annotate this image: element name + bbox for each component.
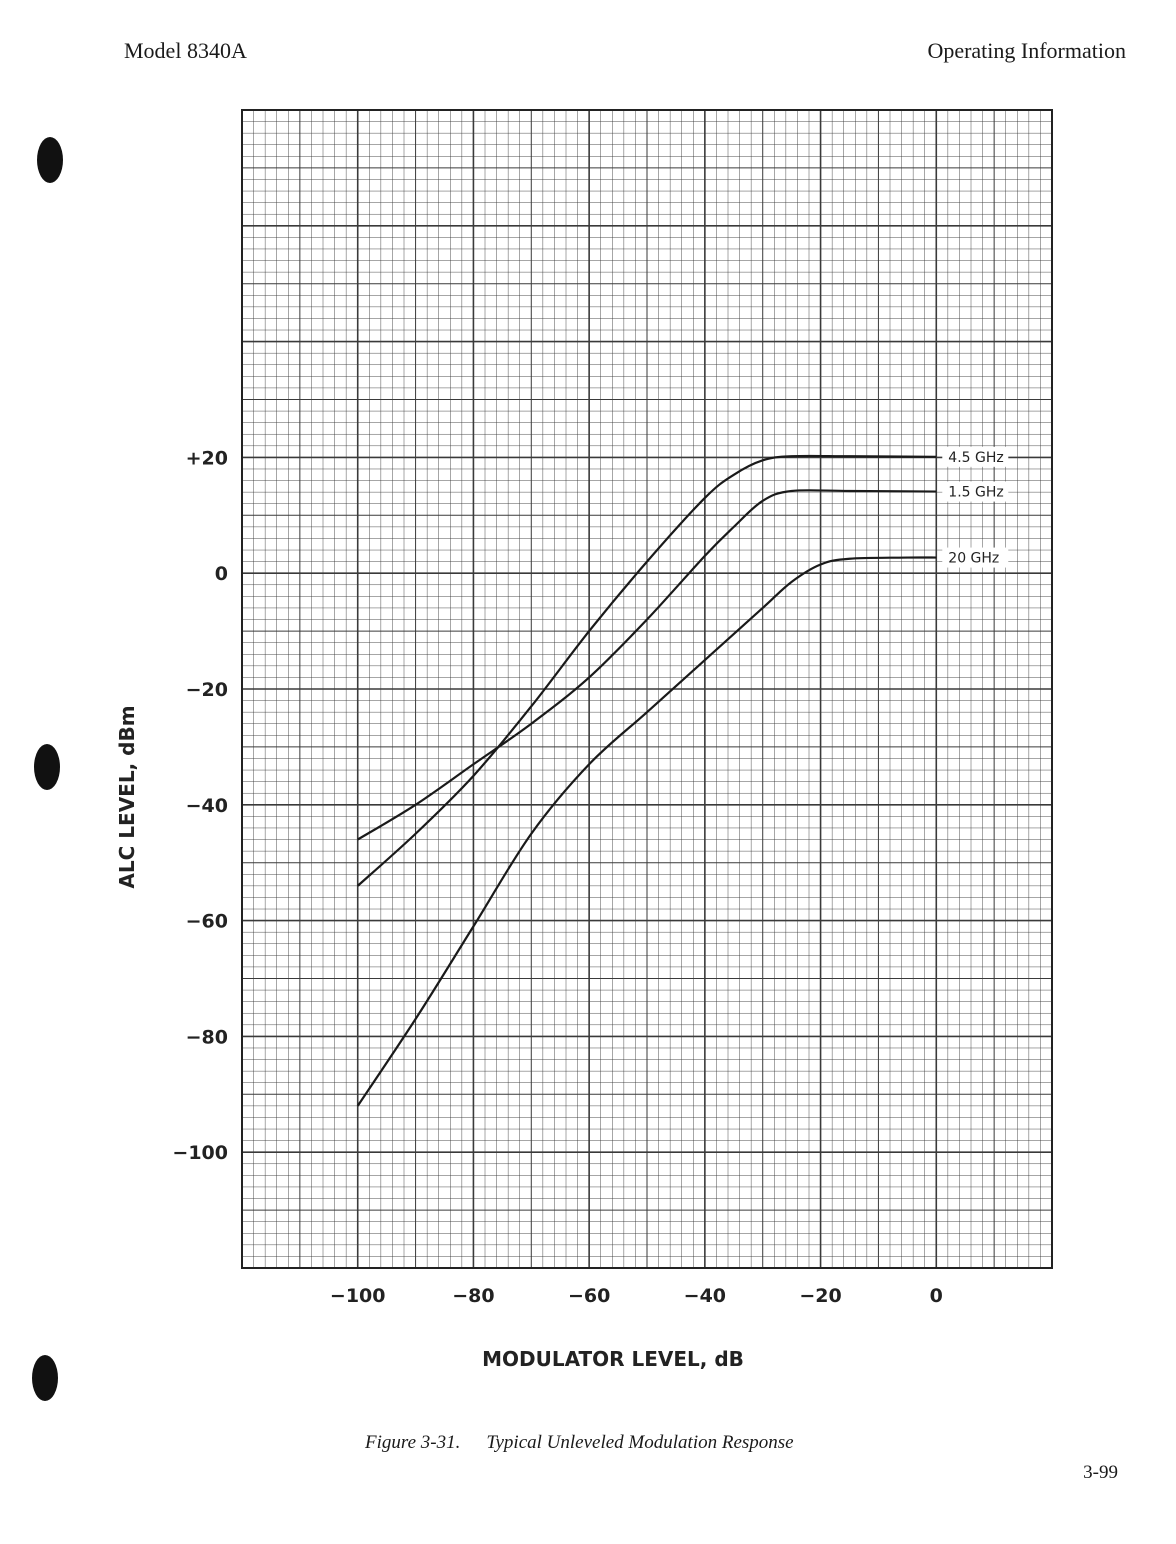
binder-hole-top (37, 137, 63, 183)
y-tick-label: 0 (215, 563, 228, 585)
x-tick-label: −60 (568, 1285, 610, 1307)
series-label-4-5-ghz: 4.5 GHz (948, 450, 1003, 466)
page-number: 3-99 (1083, 1462, 1118, 1483)
chart-series-lines (356, 454, 937, 1107)
series-label-bg (942, 481, 1009, 502)
x-tick-label: −80 (452, 1285, 494, 1307)
x-tick-label: −40 (684, 1285, 726, 1307)
chart-tick-labels: −100 −80 −60 −40 −20 0 +20 0 −20 −40 −60 −80 −100 (172, 447, 942, 1307)
series-label-1-5-ghz: 1.5 GHz (948, 485, 1003, 501)
x-axis-label: MODULATOR LEVEL, dB (482, 1347, 744, 1371)
chart-series-labels: 4.5 GHz 1.5 GHz 20 GHz (942, 446, 1009, 568)
series-line-4-5-ghz (356, 454, 937, 887)
y-tick-label: −40 (186, 795, 228, 817)
x-tick-label: −100 (330, 1285, 386, 1307)
binder-hole-bottom (32, 1355, 58, 1401)
y-tick-label: −100 (172, 1142, 228, 1164)
series-label-bg (942, 547, 1009, 568)
x-tick-label: −20 (799, 1285, 841, 1307)
header-section: Operating Information (927, 38, 1126, 63)
series-label-bg (942, 446, 1009, 467)
header-model: Model 8340A (124, 38, 247, 63)
series-label-20-ghz: 20 GHz (948, 551, 999, 567)
chart-grid (241, 109, 1053, 1269)
x-tick-label: 0 (930, 1285, 943, 1307)
figure-number: Figure 3-31. (365, 1432, 461, 1453)
series-line-1-5-ghz (357, 489, 937, 841)
y-tick-label: −20 (186, 679, 228, 701)
figure-caption: Figure 3-31. Typical Unleveled Modulation… (365, 1432, 794, 1454)
y-tick-label: −60 (186, 911, 228, 933)
figure-title: Typical Unleveled Modulation Response (486, 1432, 794, 1453)
y-axis-label: ALC LEVEL, dBm (115, 705, 139, 888)
binder-hole-middle (34, 744, 60, 790)
y-tick-label: −80 (186, 1026, 228, 1048)
plot-frame (241, 109, 1053, 1269)
y-tick-label: +20 (186, 447, 228, 469)
series-line-20-ghz (356, 556, 937, 1107)
